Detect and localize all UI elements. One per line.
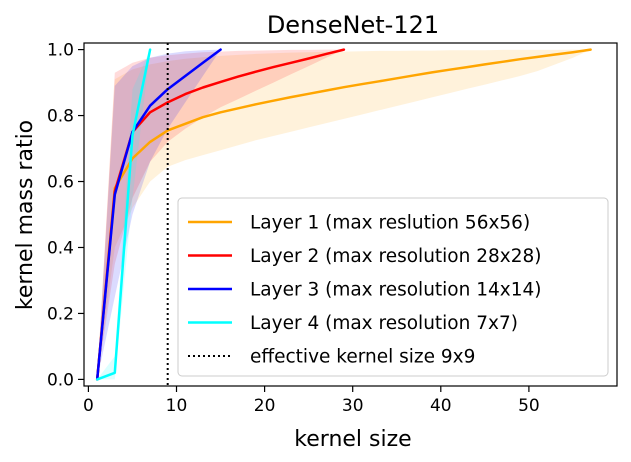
x-tick-label: 10: [166, 396, 188, 416]
chart-title: DenseNet-121: [267, 11, 439, 39]
legend-label-2: Layer 2 (max resolution 28x28): [250, 246, 541, 267]
y-tick-label: 0.8: [47, 107, 74, 127]
line-series-3: [95, 48, 222, 381]
x-tick-label: 20: [254, 396, 276, 416]
line-series-1: [95, 48, 592, 381]
axes: 0 10 20 30 40 50 0.0 0.2 0.4 0.6 0.8 1.0: [47, 41, 618, 416]
band-series-4: [97, 49, 151, 380]
legend-label-3: Layer 3 (max resolution 14x14): [250, 280, 541, 301]
legend-label-1: Layer 1 (max reslution 56x56): [250, 213, 530, 234]
x-axis-label: kernel size: [294, 427, 411, 452]
legend-frame: [177, 197, 609, 377]
line-series-4: [95, 48, 152, 381]
series-lines: [95, 48, 592, 381]
band-series-1: [97, 49, 591, 380]
confidence-bands: [97, 49, 591, 380]
band-series-3: [97, 49, 221, 380]
x-tick-label: 40: [430, 396, 452, 416]
y-tick-label: 1.0: [47, 41, 74, 61]
y-tick-label: 0.6: [47, 173, 74, 193]
plot-frame: [83, 42, 618, 387]
x-tick-label: 0: [83, 396, 94, 416]
y-tick-label: 0.2: [47, 304, 74, 324]
y-tick-label: 0.4: [47, 238, 74, 258]
x-tick-label: 30: [342, 396, 364, 416]
legend: Layer 1 (max reslution 56x56) Layer 2 (ma…: [177, 197, 609, 377]
band-series-2: [97, 49, 344, 380]
x-tick-label: 50: [518, 396, 540, 416]
y-tick-label: 0.0: [47, 370, 74, 390]
y-axis-label: kernel mass ratio: [13, 120, 38, 310]
legend-label-4: Layer 4 (max resolution 7x7): [250, 313, 518, 334]
legend-label-5: effective kernel size 9x9: [250, 347, 475, 368]
